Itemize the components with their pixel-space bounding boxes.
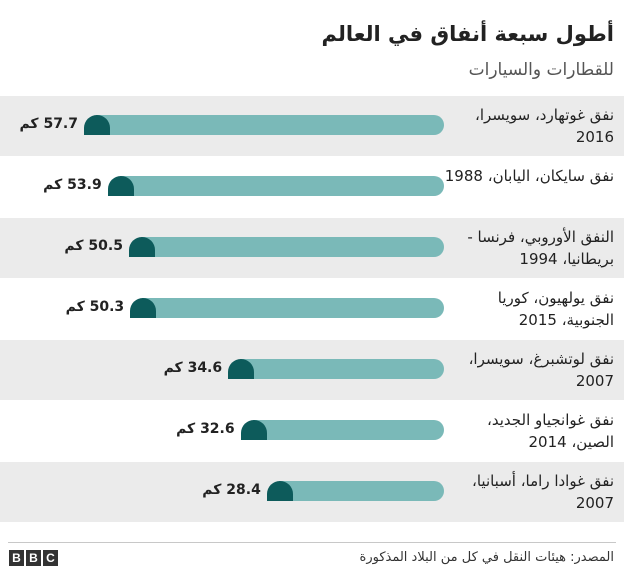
category-label: نفق لوتشبرغ، سويسرا، 2007 xyxy=(468,350,614,390)
bar xyxy=(96,115,444,135)
bar xyxy=(119,176,444,196)
footer-divider xyxy=(8,542,616,543)
chart-title: أطول سبعة أنفاق في العالم xyxy=(321,22,614,46)
tunnel-portal-icon xyxy=(266,481,293,501)
chart-row: نفق يولهيون، كوريا الجنوبية، 2015 50.3 كم xyxy=(0,279,624,339)
category-label: نفق غوانجياو الجديد، الصين، 2014 xyxy=(487,411,614,451)
bar-rows: نفق غوتهارد، سويسرا، 2016 57.7 كم نفق سايك… xyxy=(0,96,624,523)
value-label: 50.3 كم xyxy=(65,299,125,315)
tunnel-portal-icon xyxy=(130,298,157,318)
chart-row: نفق غوانجياو الجديد، الصين، 2014 32.6 كم xyxy=(0,401,624,461)
bar xyxy=(252,420,444,440)
category-label: نفق سايكان، اليابان، 1988 xyxy=(444,167,614,185)
bbc-logo: B B C xyxy=(9,550,58,566)
value-label: 50.5 كم xyxy=(64,238,123,254)
chart-row: نفق غوادا راما، أسبانيا، 2007 28.4 كم xyxy=(0,462,624,522)
bar xyxy=(240,359,444,379)
chart-row: النفق الأوروبي، فرنسا - بريطانيا، 1994 50… xyxy=(0,218,624,278)
bbc-logo-letter: B xyxy=(9,550,24,566)
bbc-logo-letter: C xyxy=(43,550,58,566)
tunnel-portal-icon xyxy=(128,237,155,257)
bbc-logo-letter: B xyxy=(26,550,41,566)
category-label: نفق غوادا راما، أسبانيا، 2007 xyxy=(472,472,614,512)
value-label: 57.7 كم xyxy=(19,116,78,132)
value-label: 32.6 كم xyxy=(176,421,235,437)
value-label: 53.9 كم xyxy=(43,177,102,193)
category-label: النفق الأوروبي، فرنسا - بريطانيا، 1994 xyxy=(467,228,614,268)
source-note: المصدر: هيئات النقل في كل من البلاد المذ… xyxy=(359,550,614,565)
value-label: 28.4 كم xyxy=(202,482,261,498)
chart-subtitle: للقطارات والسيارات xyxy=(468,60,614,80)
chart-row: نفق سايكان، اليابان، 1988 53.9 كم xyxy=(0,157,624,217)
tunnel-portal-icon xyxy=(84,115,110,135)
bar xyxy=(140,237,444,257)
bar xyxy=(142,298,444,318)
tunnel-portal-icon xyxy=(107,176,134,196)
chart-row: نفق غوتهارد، سويسرا، 2016 57.7 كم xyxy=(0,96,624,156)
category-label: نفق يولهيون، كوريا الجنوبية، 2015 xyxy=(497,289,614,329)
bar xyxy=(278,481,444,501)
category-label: نفق غوتهارد، سويسرا، 2016 xyxy=(475,106,614,146)
tunnel-portal-icon xyxy=(240,420,267,440)
chart-row: نفق لوتشبرغ، سويسرا، 2007 34.6 كم xyxy=(0,340,624,400)
tunnel-portal-icon xyxy=(228,359,255,379)
value-label: 34.6 كم xyxy=(163,360,223,376)
